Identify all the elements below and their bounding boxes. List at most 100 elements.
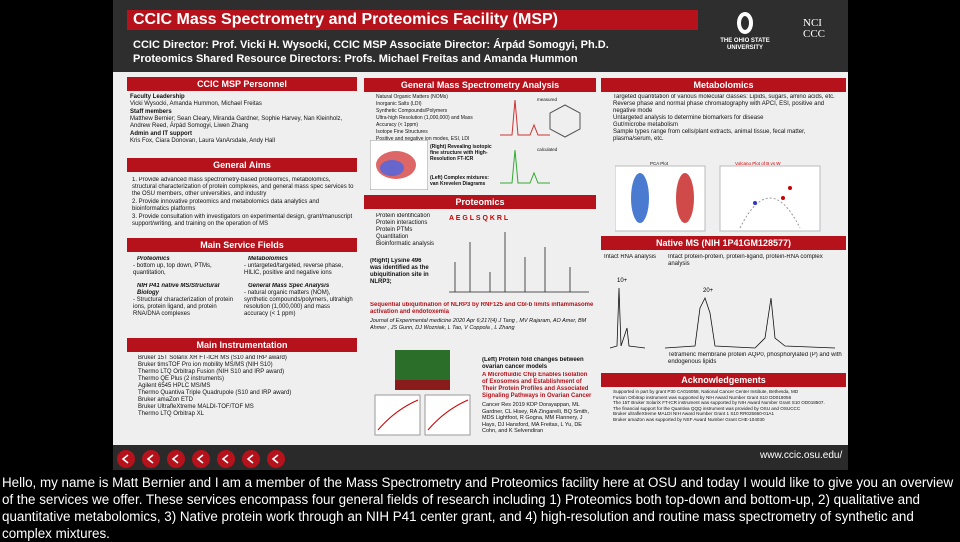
field-heading: NIH P41 native MS/Structural Biology [137, 283, 220, 296]
section-header: Native MS (NIH 1P41GM128577) [601, 236, 846, 250]
group-text: Vicki Wysocki, Amanda Hummon, Michael Fr… [130, 101, 262, 107]
service-field: NIH P41 native MS/Structural Biology - St… [133, 283, 243, 333]
directors-line: Proteomics Shared Resource Directors: Pr… [133, 53, 578, 65]
list-item: Bruker amaZon ETD [138, 397, 355, 404]
personnel-list: Faculty Leadership Vicki Wysocki, Amanda … [130, 93, 355, 157]
list-item: Gut/microbe metabolism [613, 122, 843, 129]
aim: 3. Provide consultation with investigato… [132, 214, 353, 227]
list-item: The financial support for the Quantiva Q… [613, 406, 845, 412]
text-block: Sequential ubiquitination of NLRP3 by RN… [370, 302, 594, 315]
aim: 1. Provide advanced mass spectrometry-ba… [132, 177, 354, 197]
list-item: The 15T Bruker SolariX FT-ICR instrument… [613, 400, 845, 406]
list-item: Sample types range from cells/plant extr… [613, 129, 843, 143]
list-item: Thermo LTQ Orbitrap Fusion (NIH S10 and … [138, 369, 355, 376]
list-item: Positive and negative ion modes, ESI, LD… [376, 136, 486, 143]
player-button[interactable] [142, 450, 160, 468]
text-block: Intact protein-protein, protein-ligand, … [668, 254, 823, 267]
aims-list: 1. Provide advanced mass spectrometry-ba… [132, 177, 354, 235]
metabolomics-figures [615, 165, 821, 232]
directors-line: CCIC Director: Prof. Vicki H. Wysocki, C… [133, 39, 609, 51]
svg-text:A E G L S Q K R L: A E G L S Q K R L [449, 215, 509, 222]
list-item: Thermo Quantiva Triple Quadrupole (S10 a… [138, 390, 355, 397]
list: Bruker 15T Solarix XR FT-ICR MS (S10 and… [130, 355, 355, 418]
text-block: (Right) Revealing isotopic fine structur… [430, 144, 492, 162]
section-header: General Aims [127, 158, 357, 172]
list-item: Quantitation [376, 234, 444, 241]
list: Natural Organic Matters (NOMs)Inorganic … [368, 94, 486, 143]
service-field: Proteomics - bottom up, top down, PTMs, q… [133, 256, 243, 306]
field-heading: General Mass Spec Analysis [248, 283, 330, 289]
section-header: Metabolomics [601, 78, 846, 92]
text-block: (Right) Lysine 496 was identified as the… [370, 258, 429, 285]
field-heading: Proteomics [137, 256, 170, 262]
list: Supported in part by grant P30 CA016058,… [605, 389, 845, 423]
section-header: Main Instrumentation [127, 338, 357, 352]
list-item: Thermo QE Plus (2 instruments) [138, 376, 355, 383]
player-button[interactable] [217, 450, 235, 468]
button-icon [221, 454, 229, 464]
osu-logo [737, 12, 753, 34]
list-item: Synthetic Compounds/Polymers [376, 108, 486, 115]
player-button[interactable] [192, 450, 210, 468]
list-item: Inorganic Salts (LDI) [376, 101, 486, 108]
text-block: Cancer Res 2019 KDP Dorayappan, ML Gardn… [482, 402, 589, 434]
bullet-list: Natural Organic Matters (NOMs)Inorganic … [368, 94, 486, 144]
text-block: Volcano Plot of B vs W [735, 161, 781, 166]
list-item: Bioinformatic analysis [376, 241, 444, 248]
field-heading: Metabolomics [248, 256, 289, 262]
list-item: Natural Organic Matters (NOMs) [376, 94, 486, 101]
player-button[interactable] [267, 450, 285, 468]
group-heading: Faculty Leadership [130, 94, 185, 100]
list-item: Bruker 15T Solarix XR FT-ICR MS (S10 and… [138, 355, 355, 362]
list-item: Bruker UltrafleXtreme MALDI-TOF/TOF MS [138, 404, 355, 411]
list-item: Targeted quantitation of various molecul… [613, 94, 843, 101]
text-block: calculated [537, 147, 558, 152]
list-item: Thermo LTQ Orbitrap XL [138, 411, 355, 418]
group-heading: Admin and IT support [130, 131, 192, 137]
button-icon [146, 454, 154, 464]
list-item: Protein interactions [376, 220, 444, 227]
text-block: measured [537, 97, 558, 102]
text-block: A Microfluidic Chip Enables Isolation of… [482, 372, 592, 399]
text-block: Journal of Experimental medicine 2020 Ap… [370, 318, 587, 331]
text-block: (Left) Complex mixtures: van Krevelen Di… [430, 175, 489, 187]
poster-title: CCIC Mass Spectrometry and Proteomics Fa… [127, 10, 698, 30]
list-item: Ultra-high Resolution (1,000,000) and Ma… [376, 115, 486, 129]
text-block: Intact RNA analysis [604, 254, 657, 260]
field-text: - Structural characterization of protein… [133, 297, 234, 317]
list-item: Protein identification [376, 213, 444, 220]
peak-label: 10+ [617, 278, 628, 284]
list-item: Bruker ultrafleXtreme MALDI NIH Award Nu… [613, 411, 845, 417]
bullet-list: Supported in part by grant P30 CA016058,… [605, 389, 845, 443]
group-heading: Staff members [130, 109, 172, 115]
player-controls [113, 445, 848, 470]
list-item: Untargeted analysis to determine biomark… [613, 115, 843, 122]
button-icon [271, 454, 279, 464]
osu-name: THE OHIO STATE [720, 38, 770, 44]
list-item: Agilent 6545 HPLC MS/MS [138, 383, 355, 390]
footer-url: www.ccic.osu.edu/ [760, 450, 843, 461]
button-icon [121, 454, 129, 464]
section-header: Main Service Fields [127, 238, 357, 252]
list: Targeted quantitation of various molecul… [605, 94, 843, 143]
section-header: General Mass Spectrometry Analysis [364, 78, 596, 92]
group-text: Kris Fox, Ciara Donovan, Laura VanArsdal… [130, 138, 275, 144]
player-button[interactable] [242, 450, 260, 468]
button-icon [171, 454, 179, 464]
osu-sub: UNIVERSITY [726, 45, 763, 51]
player-button[interactable] [167, 450, 185, 468]
list-item: Fusion Orbitrap instrument was supported… [613, 395, 845, 401]
service-field: Metabolomics - untargeted/targeted, rever… [244, 256, 354, 306]
list-item: Bruker timsTOF Pro ion mobility MS/MS (N… [138, 362, 355, 369]
ms-ms-spectrum: A E G L S Q K R L [449, 215, 589, 293]
list: Protein identificationProtein interactio… [368, 213, 444, 248]
button-icon [246, 454, 254, 464]
van-krevelen-plot [370, 140, 428, 190]
section-header: Proteomics [364, 195, 596, 209]
list-item: Isotope Fine Structures [376, 129, 486, 136]
peak-label: 20+ [703, 288, 714, 294]
bullet-list: Targeted quantitation of various molecul… [605, 94, 843, 158]
player-button[interactable] [117, 450, 135, 468]
list-item: Reverse phase and normal phase chromatog… [613, 101, 843, 115]
